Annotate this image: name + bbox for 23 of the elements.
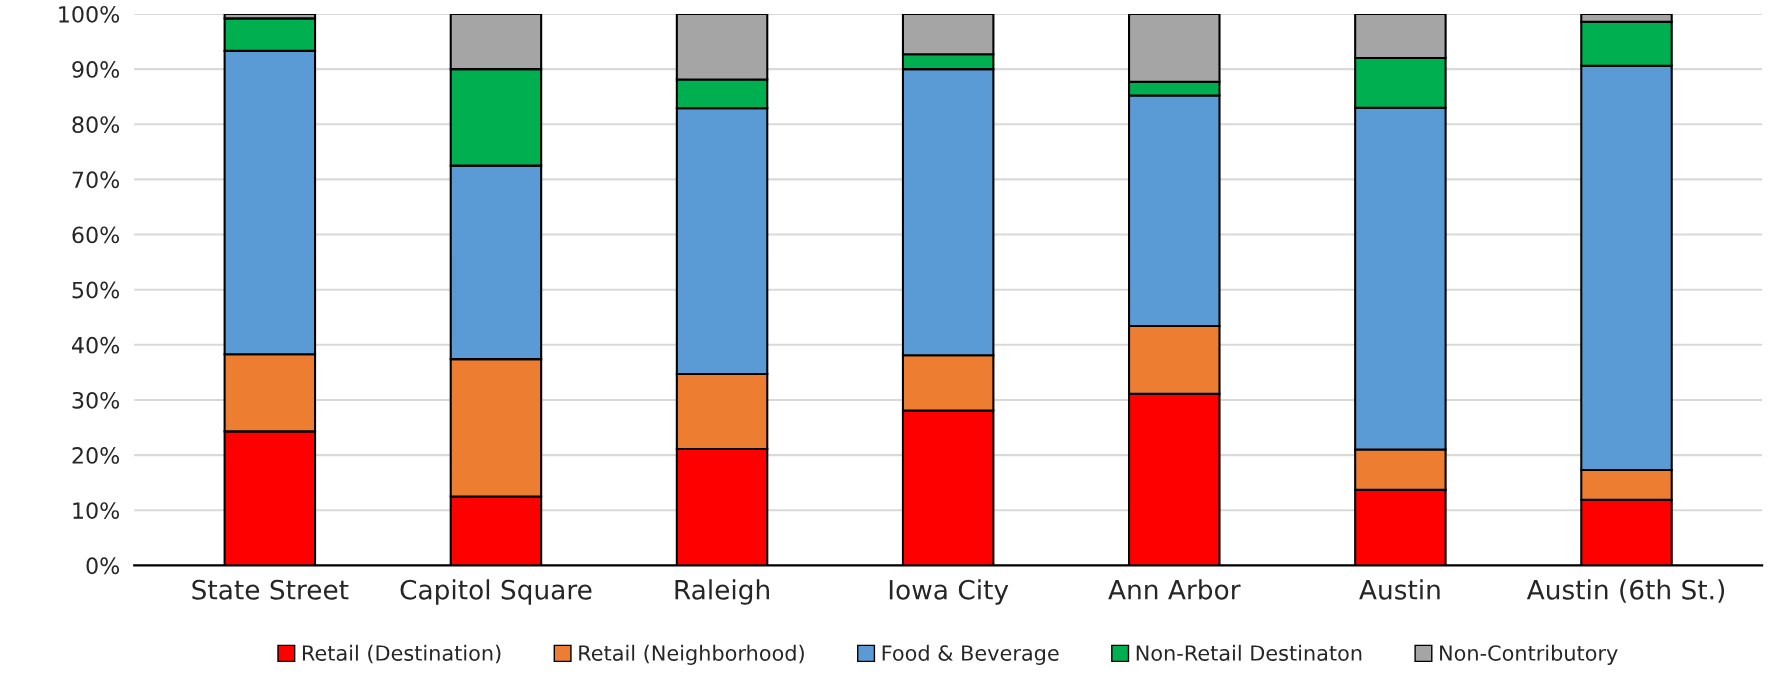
x-tick-label: Austin (6th St.)	[1526, 579, 1725, 603]
y-tick-label: 70%	[72, 171, 120, 189]
x-tick-label: Raleigh	[675, 579, 769, 605]
y-tick-label: 20%	[72, 447, 120, 464]
y-tick-label: 100%	[59, 5, 120, 23]
legend-label: Retail (Neighborhood)	[579, 644, 804, 665]
y-tick-label: 0%	[86, 557, 120, 575]
y-tick-label: 90%	[72, 61, 120, 78]
y-tick-label: 40%	[71, 336, 120, 354]
x-tick-label: State Street	[192, 579, 349, 600]
x-tick-label: Ann Arbor	[1108, 579, 1241, 600]
legend-label: Non-Retail Destinaton	[1136, 644, 1362, 661]
y-tick-label: 10%	[73, 502, 120, 519]
y-tick-label: 30%	[72, 391, 120, 409]
x-tick-label: Iowa City	[889, 579, 1009, 605]
legend-label: Non-Contributory	[1440, 644, 1618, 665]
legend-label: Food & Beverage	[882, 644, 1059, 665]
y-tick-label: 50%	[72, 281, 120, 299]
y-tick-label: 80%	[72, 116, 120, 133]
y-tick-label: 60%	[72, 226, 120, 244]
x-tick-label: Austin	[1359, 579, 1440, 600]
x-tick-label: Capitol Square	[400, 579, 592, 605]
legend-label: Retail (Destination)	[302, 644, 501, 664]
